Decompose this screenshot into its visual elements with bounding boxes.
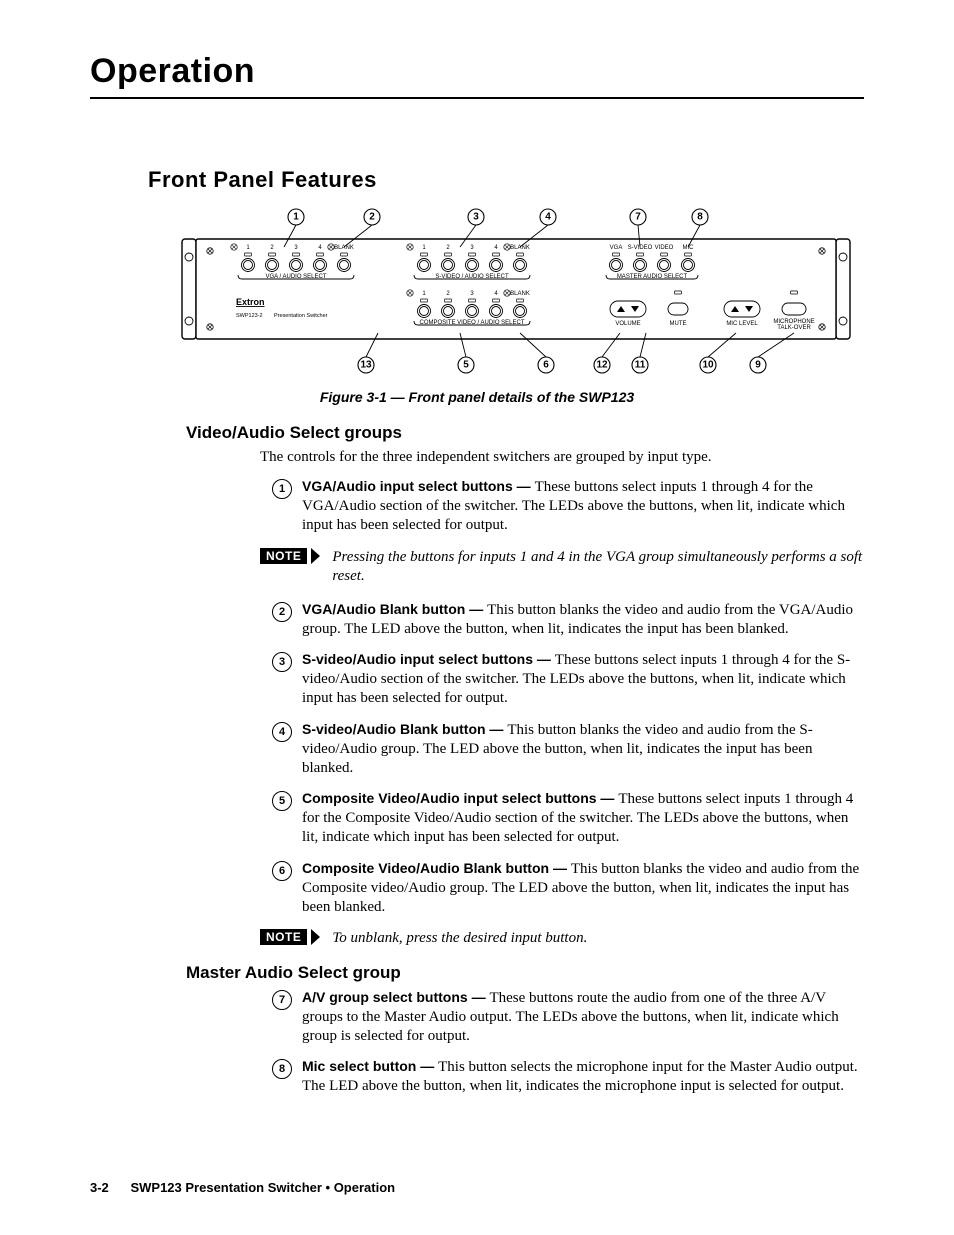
item-text: S-video/Audio Blank button — This button… <box>302 721 864 779</box>
svg-text:7: 7 <box>635 212 641 223</box>
svg-text:SWP123-2: SWP123-2 <box>236 313 263 319</box>
list-item: 2 VGA/Audio Blank button — This button bl… <box>272 601 864 639</box>
list-item: 8 Mic select button — This button selects… <box>272 1058 864 1096</box>
note-text: To unblank, press the desired input butt… <box>332 929 587 949</box>
note-arrow-icon <box>311 929 320 945</box>
subsection-ma: Master Audio Select group <box>186 963 864 983</box>
subsection-va: Video/Audio Select groups <box>186 423 864 443</box>
callout-number: 1 <box>272 479 292 499</box>
callout-number: 5 <box>272 791 292 811</box>
list-item: 1 VGA/Audio input select buttons — These … <box>272 478 864 536</box>
item-text: VGA/Audio Blank button — This button bla… <box>302 601 864 639</box>
svg-text:10: 10 <box>702 360 714 371</box>
front-panel-diagram: 1234BLANKVGA / AUDIO SELECT1234BLANKS-VI… <box>176 199 864 379</box>
svg-text:12: 12 <box>596 360 608 371</box>
list-item: 4 S-video/Audio Blank button — This butto… <box>272 721 864 779</box>
svg-text:5: 5 <box>463 360 469 371</box>
note: NOTE Pressing the buttons for inputs 1 an… <box>260 548 864 587</box>
note-text: Pressing the buttons for inputs 1 and 4 … <box>332 548 864 587</box>
svg-text:4: 4 <box>545 212 551 223</box>
svg-text:COMPOSITE VIDEO / AUDIO SELECT: COMPOSITE VIDEO / AUDIO SELECT <box>419 320 524 326</box>
svg-text:2: 2 <box>369 212 375 223</box>
footer-text: SWP123 Presentation Switcher • Operation <box>130 1180 395 1195</box>
chapter-title: Operation <box>90 52 255 90</box>
item-text: Composite Video/Audio Blank button — Thi… <box>302 860 864 918</box>
note: NOTE To unblank, press the desired input … <box>260 929 864 949</box>
svg-text:S-VIDEO / AUDIO SELECT: S-VIDEO / AUDIO SELECT <box>435 274 509 280</box>
svg-text:VGA: VGA <box>610 245 623 251</box>
svg-text:BLANK: BLANK <box>510 291 530 297</box>
chapter-heading: Operation <box>90 52 864 99</box>
list-item: 3 S-video/Audio input select buttons — Th… <box>272 651 864 709</box>
item-text: Mic select button — This button selects … <box>302 1058 864 1096</box>
svg-text:VIDEO: VIDEO <box>655 245 674 251</box>
page-footer: 3-2 SWP123 Presentation Switcher • Opera… <box>90 1180 395 1195</box>
svg-text:9: 9 <box>755 360 761 371</box>
item-text: Composite Video/Audio input select butto… <box>302 790 864 848</box>
svg-text:Presentation Switcher: Presentation Switcher <box>274 313 328 319</box>
svg-text:BLANK: BLANK <box>334 245 354 251</box>
svg-text:13: 13 <box>360 360 372 371</box>
svg-text:MUTE: MUTE <box>670 321 687 327</box>
callout-number: 8 <box>272 1059 292 1079</box>
svg-text:11: 11 <box>635 360 646 371</box>
footer-page: 3-2 <box>90 1180 109 1195</box>
callout-number: 6 <box>272 861 292 881</box>
svg-text:3: 3 <box>473 212 479 223</box>
note-badge: NOTE <box>260 929 307 945</box>
list-item: 7 A/V group select buttons — These button… <box>272 989 864 1047</box>
item-text: VGA/Audio input select buttons — These b… <box>302 478 864 536</box>
lead-text: The controls for the three independent s… <box>260 449 864 466</box>
svg-text:Extron: Extron <box>236 297 265 307</box>
svg-text:MIC LEVEL: MIC LEVEL <box>726 321 758 327</box>
callout-number: 7 <box>272 990 292 1010</box>
callout-number: 4 <box>272 722 292 742</box>
list-item: 6 Composite Video/Audio Blank button — Th… <box>272 860 864 918</box>
svg-text:VOLUME: VOLUME <box>615 321 640 327</box>
note-arrow-icon <box>311 548 320 564</box>
svg-text:BLANK: BLANK <box>510 245 530 251</box>
item-text: S-video/Audio input select buttons — The… <box>302 651 864 709</box>
svg-text:6: 6 <box>543 360 549 371</box>
item-text: A/V group select buttons — These buttons… <box>302 989 864 1047</box>
svg-text:VGA / AUDIO SELECT: VGA / AUDIO SELECT <box>265 274 326 280</box>
list-item: 5 Composite Video/Audio input select butt… <box>272 790 864 848</box>
callout-number: 3 <box>272 652 292 672</box>
svg-text:8: 8 <box>697 212 703 223</box>
svg-text:1: 1 <box>293 212 299 223</box>
section-title: Front Panel Features <box>148 167 864 193</box>
figure-caption: Figure 3-1 — Front panel details of the … <box>90 389 864 405</box>
note-badge: NOTE <box>260 548 307 564</box>
callout-number: 2 <box>272 602 292 622</box>
svg-text:TALK-OVER: TALK-OVER <box>777 325 811 331</box>
svg-text:MASTER AUDIO SELECT: MASTER AUDIO SELECT <box>617 274 688 280</box>
